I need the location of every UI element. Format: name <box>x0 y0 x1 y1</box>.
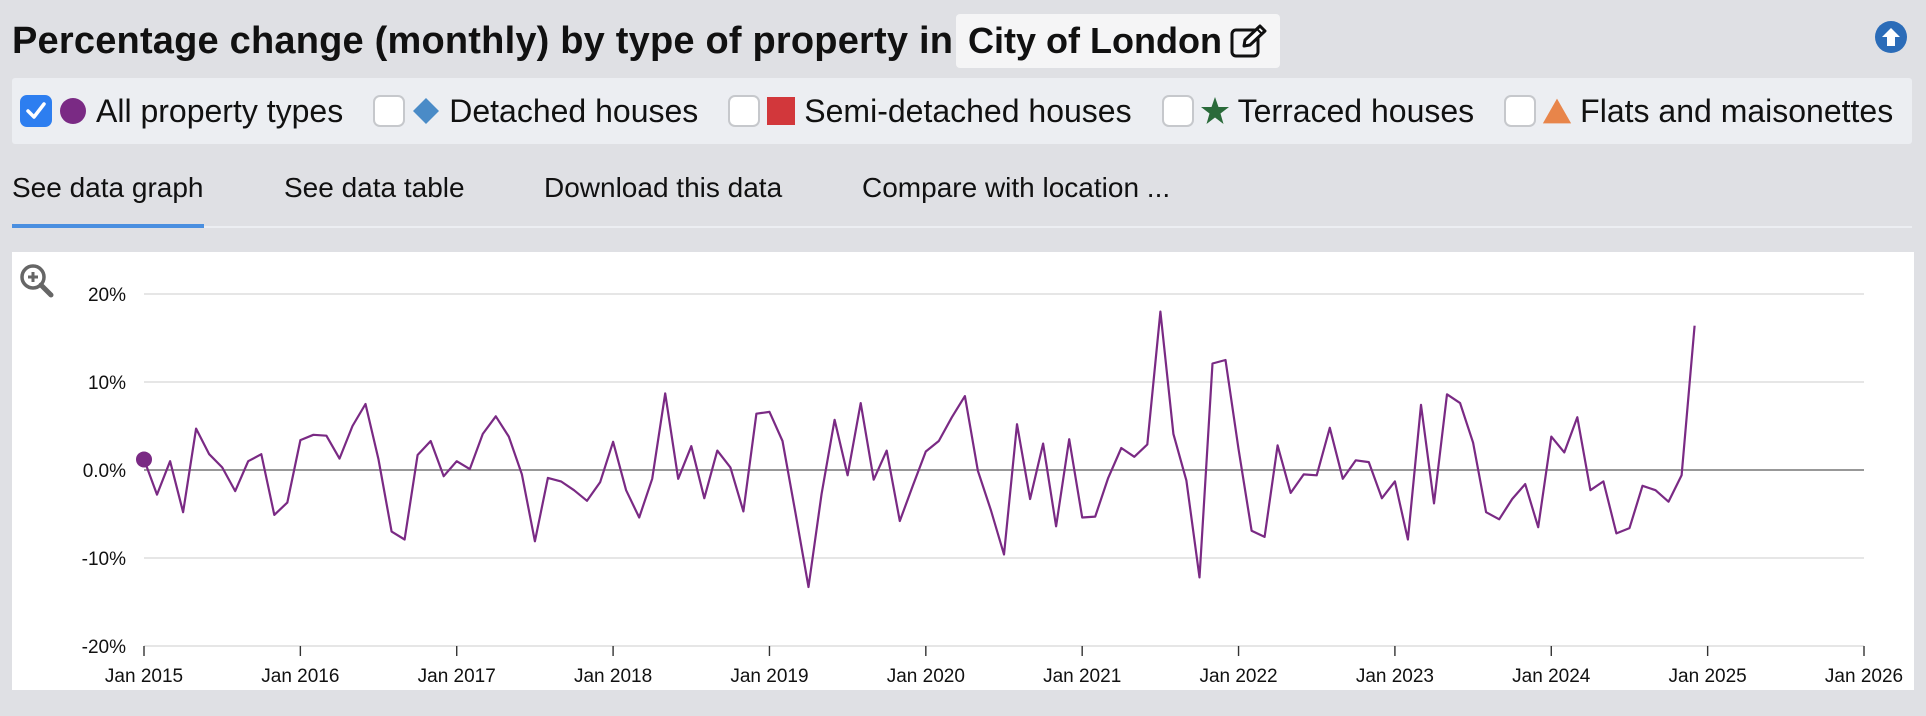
tab-compare-location[interactable]: Compare with location ... <box>862 172 1171 203</box>
series-legend: All property types Detached houses Semi-… <box>12 78 1912 144</box>
x-tick-label: Jan 2017 <box>418 666 496 687</box>
checkbox-checked[interactable] <box>20 95 52 127</box>
location-selector[interactable]: City of London <box>956 14 1280 68</box>
legend-label: Flats and maisonettes <box>1580 92 1894 129</box>
view-tabs: See data graph See data table Download t… <box>12 160 1912 228</box>
page-title: Percentage change (monthly) by type of p… <box>12 20 954 62</box>
line-chart: 20% 10% 0.0% -10% -20% Jan 2015 Jan 2016 Jan 20… <box>82 285 1903 687</box>
legend-item-all-property-types[interactable]: All property types <box>12 93 343 130</box>
tab-download-data[interactable]: Download this data <box>544 172 783 203</box>
zoom-in-icon[interactable] <box>18 262 54 298</box>
x-tick-label: Jan 2022 <box>1199 666 1277 687</box>
series-start-marker <box>136 451 152 468</box>
x-tick-label: Jan 2018 <box>574 666 652 687</box>
legend-item-flats-and-maisonettes[interactable]: Flats and maisonettes <box>1496 93 1893 130</box>
checkbox-unchecked[interactable] <box>373 95 406 127</box>
y-tick-label: 20% <box>88 285 126 306</box>
edit-icon[interactable] <box>1230 24 1268 58</box>
star-marker-icon <box>1200 96 1230 126</box>
checkbox-unchecked[interactable] <box>1161 95 1194 127</box>
x-tick-label: Jan 2015 <box>105 666 183 687</box>
x-tick-label: Jan 2026 <box>1825 666 1903 687</box>
tab-see-data-graph[interactable]: See data graph <box>12 172 204 228</box>
x-tick-label: Jan 2016 <box>261 666 339 687</box>
x-tick-label: Jan 2024 <box>1512 666 1591 687</box>
location-name: City of London <box>968 20 1222 61</box>
x-tick-label: Jan 2025 <box>1669 666 1747 687</box>
chart-area: 20% 10% 0.0% -10% -20% Jan 2015 Jan 2016 Jan 20… <box>12 252 1914 690</box>
arrow-up-circle-icon[interactable] <box>1874 20 1908 54</box>
series-line-all-property-types <box>142 310 1696 589</box>
x-tick-label: Jan 2019 <box>730 666 808 687</box>
x-tick-label: Jan 2021 <box>1043 666 1121 687</box>
header: Percentage change (monthly) by type of p… <box>12 12 1914 70</box>
checkbox-unchecked[interactable] <box>728 95 761 127</box>
checkbox-unchecked[interactable] <box>1504 95 1537 127</box>
legend-label: Detached houses <box>449 92 699 129</box>
y-tick-label: -20% <box>82 637 126 658</box>
legend-item-detached-houses[interactable]: Detached houses <box>365 93 698 130</box>
legend-label: All property types <box>96 92 344 129</box>
legend-label: Terraced houses <box>1237 92 1475 129</box>
tab-see-data-table[interactable]: See data table <box>284 172 465 203</box>
triangle-marker-icon <box>1542 96 1572 126</box>
x-tick-label: Jan 2020 <box>887 666 965 687</box>
circle-marker-icon <box>58 96 88 126</box>
legend-item-semi-detached-houses[interactable]: Semi-detached houses <box>720 92 1132 130</box>
x-tick-label: Jan 2023 <box>1356 666 1434 687</box>
y-tick-label: 10% <box>88 373 126 394</box>
diamond-marker-icon <box>411 96 441 126</box>
legend-item-terraced-houses[interactable]: Terraced houses <box>1154 92 1475 130</box>
square-marker-icon <box>766 96 796 126</box>
y-tick-label: 0.0% <box>83 461 126 482</box>
y-tick-label: -10% <box>82 549 126 570</box>
legend-label: Semi-detached houses <box>804 92 1132 129</box>
